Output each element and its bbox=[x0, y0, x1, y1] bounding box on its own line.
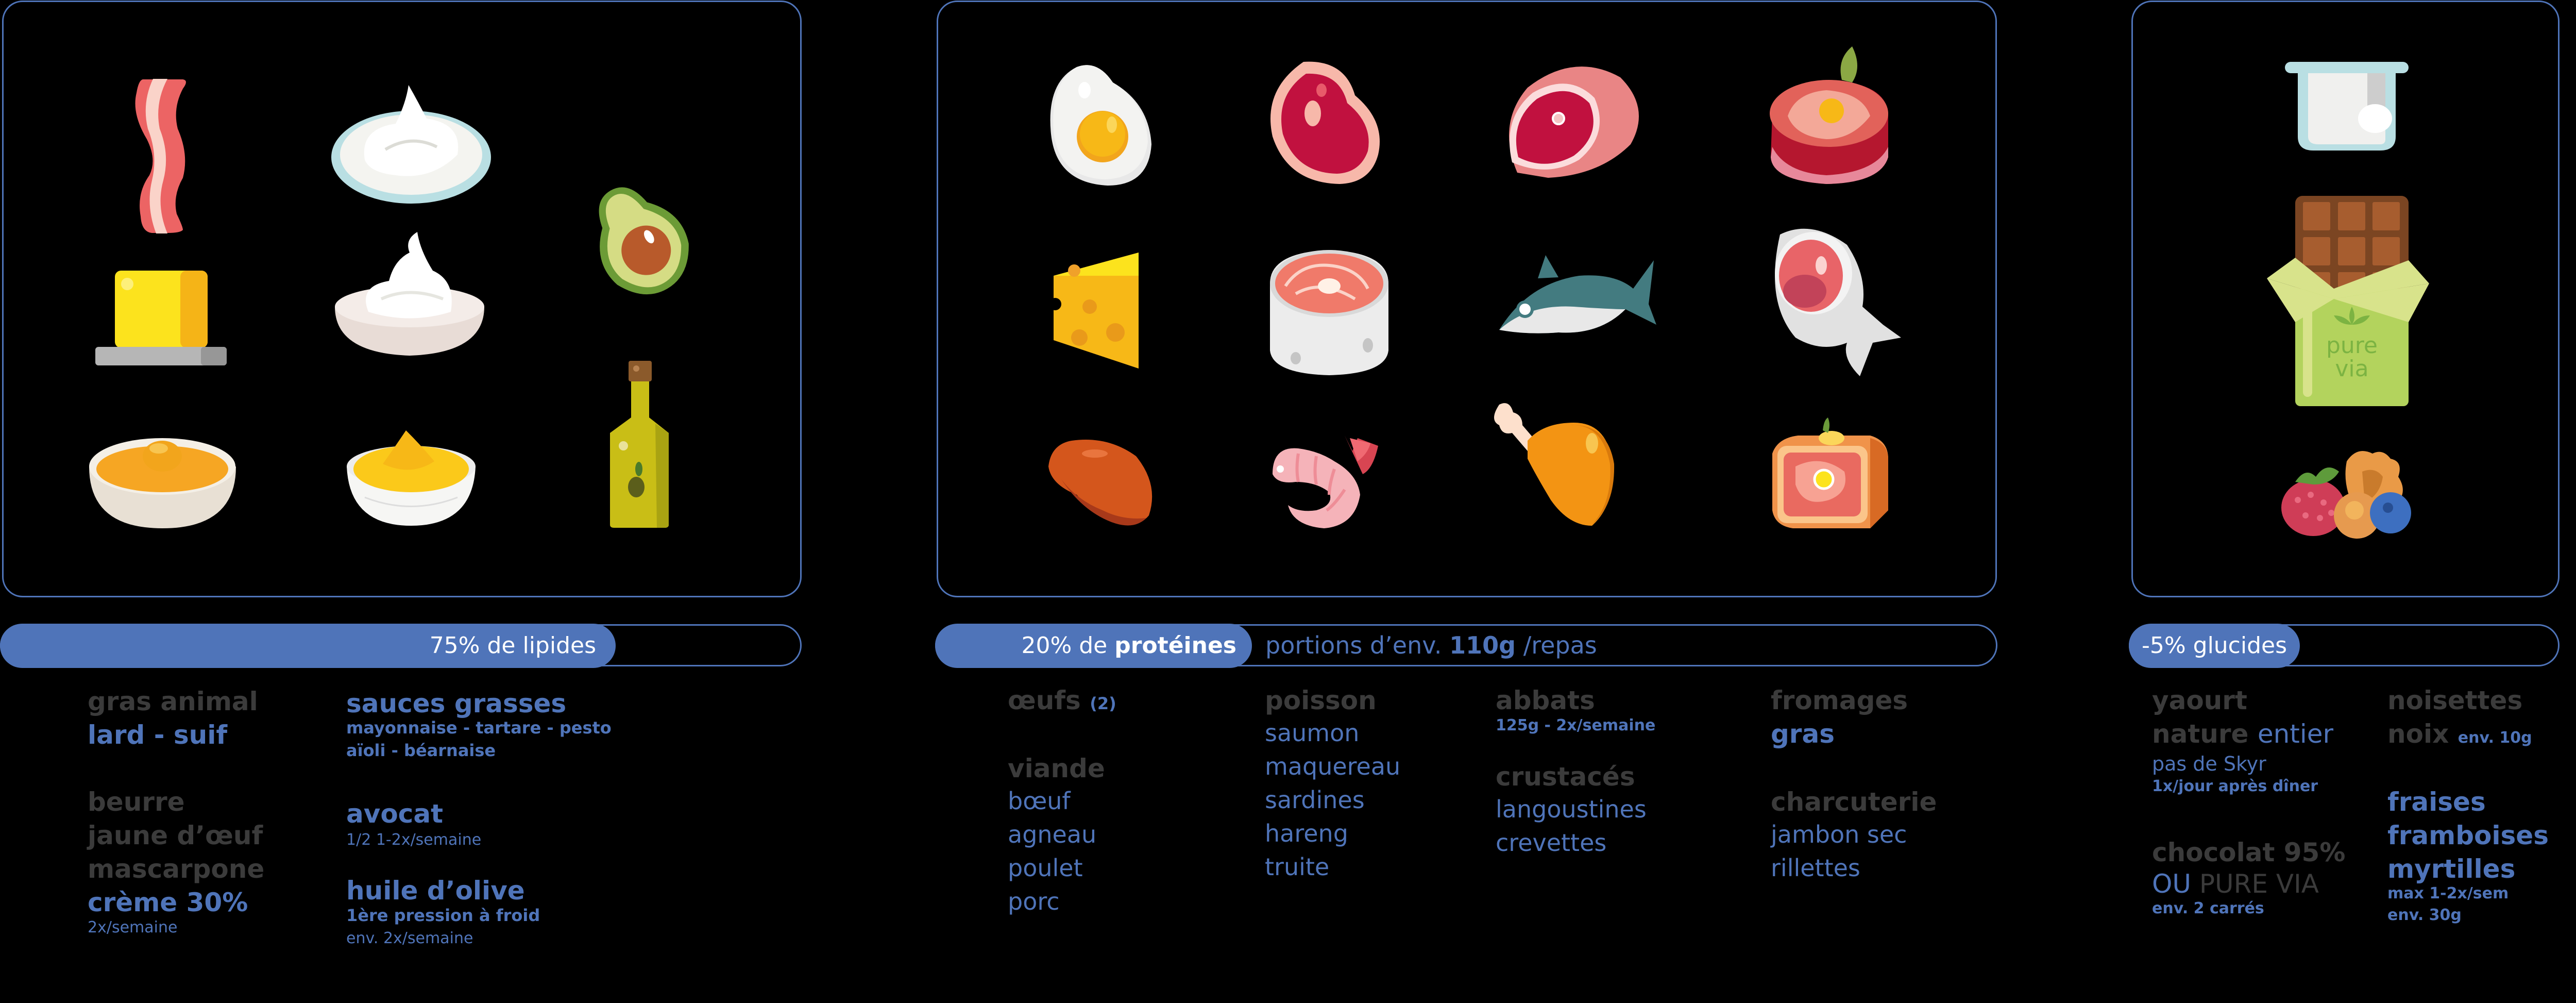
lipides-percent: 75% bbox=[429, 632, 480, 659]
huile-note-2: env. 2x/semaine bbox=[346, 929, 473, 947]
chocolate-bar-icon: pure via bbox=[2267, 196, 2429, 406]
crustaces-heading: crustacés bbox=[1496, 762, 1635, 792]
mascarpone-item: mascarpone bbox=[88, 854, 265, 884]
noix-line: noix env. 10g bbox=[2387, 719, 2532, 749]
berries-nuts-icon bbox=[2281, 451, 2411, 539]
saumon-item: saumon bbox=[1265, 719, 1360, 747]
avocado-icon bbox=[599, 187, 689, 295]
creme-frequency-note: 2x/semaine bbox=[88, 918, 178, 937]
creme-item: crème 30% bbox=[88, 888, 248, 917]
bacon-icon bbox=[135, 79, 186, 233]
proteines-label: protéines bbox=[1114, 632, 1236, 659]
avocat-heading: avocat bbox=[346, 799, 443, 829]
maquereau-item: maquereau bbox=[1265, 753, 1401, 780]
liver-icon bbox=[1048, 440, 1153, 526]
charcuterie-heading: charcuterie bbox=[1771, 787, 1937, 817]
mustard-bowl-icon bbox=[89, 438, 236, 528]
salmon-steak-icon bbox=[1270, 250, 1388, 375]
poisson-heading: poisson bbox=[1265, 686, 1377, 715]
hareng-item: hareng bbox=[1265, 820, 1348, 847]
huile-olive-heading: huile d’olive bbox=[346, 876, 525, 906]
fraises-item: fraises bbox=[2387, 787, 2486, 817]
lipides-food-panel bbox=[2, 1, 802, 597]
rillettes-item: rillettes bbox=[1771, 854, 1860, 882]
avocat-note: 1/2 1-2x/semaine bbox=[346, 831, 482, 849]
crevettes-item: crevettes bbox=[1496, 829, 1607, 857]
oeufs-quantity-note: (2) bbox=[1090, 694, 1116, 713]
lipides-label: lipides bbox=[522, 632, 596, 659]
sardines-item: sardines bbox=[1265, 786, 1365, 814]
sauces-list-2: aïoli - béarnaise bbox=[346, 741, 496, 760]
pure-via-wrapper-text-1: pure bbox=[2326, 332, 2378, 359]
sauces-grasses-heading: sauces grasses bbox=[346, 689, 567, 718]
cheese-icon bbox=[1051, 253, 1139, 369]
yaourt-frequency-note: 1x/jour après dîner bbox=[2152, 777, 2318, 795]
oeufs-heading: œufs (2) bbox=[1008, 686, 1116, 715]
poulet-item: poulet bbox=[1008, 854, 1083, 882]
yaourt-type: nature entier bbox=[2152, 719, 2334, 749]
pate-en-croute-icon bbox=[1772, 417, 1888, 528]
beurre-item: beurre bbox=[88, 787, 185, 817]
tartare-icon bbox=[1770, 46, 1888, 184]
boeuf-item: bœuf bbox=[1008, 787, 1071, 815]
portion-size-note: portions d’env. 110g /repas bbox=[1265, 631, 1597, 659]
abbats-heading: abbats bbox=[1496, 686, 1595, 715]
berries-frequency-note: max 1-2x/sem bbox=[2387, 884, 2509, 902]
whipped-cream-bowl-icon bbox=[335, 232, 484, 356]
noisettes-heading: noisettes bbox=[2387, 686, 2523, 715]
sour-cream-bowl-icon bbox=[331, 85, 491, 204]
sauces-list-1: mayonnaise - tartare - pesto bbox=[346, 718, 612, 738]
skyr-note: pas de Skyr bbox=[2152, 753, 2266, 775]
glucides-food-panel bbox=[2131, 1, 2560, 597]
proteines-progress-fill: 20% de protéines bbox=[935, 624, 1252, 668]
berries-quantity-note: env. 30g bbox=[2387, 906, 2462, 924]
langoustines-item: langoustines bbox=[1496, 795, 1647, 823]
gras-animal-heading: gras animal bbox=[88, 687, 258, 716]
butter-icon bbox=[95, 271, 227, 365]
pure-via-line: OU PURE VIA bbox=[2152, 869, 2319, 899]
viande-heading: viande bbox=[1008, 754, 1105, 783]
pure-via-wrapper-text-2: via bbox=[2335, 356, 2368, 382]
agneau-item: agneau bbox=[1008, 821, 1097, 848]
fromages-heading: fromages bbox=[1771, 686, 1908, 715]
ham-icon bbox=[1509, 66, 1639, 178]
lipides-progress-bar: 75% de lipides bbox=[0, 624, 802, 668]
proteines-percent: 20% bbox=[1021, 632, 1072, 659]
myrtilles-item: myrtilles bbox=[2387, 854, 2516, 884]
noix-quantity-note: env. 10g bbox=[2458, 729, 2532, 747]
yogurt-cup-icon bbox=[2285, 62, 2409, 151]
glucides-label: -5% glucides bbox=[2141, 632, 2287, 659]
pure-via-brand: PURE VIA bbox=[2199, 869, 2319, 899]
glucides-progress-fill: -5% glucides bbox=[2129, 624, 2300, 668]
shrimp-icon bbox=[1273, 436, 1378, 528]
fish-icon bbox=[1499, 255, 1656, 333]
olive-oil-bottle-icon bbox=[610, 361, 669, 528]
portion-size-value: 110g bbox=[1449, 631, 1516, 659]
truite-item: truite bbox=[1265, 853, 1330, 881]
fried-egg-icon bbox=[1050, 65, 1151, 186]
framboises-item: framboises bbox=[2387, 821, 2549, 850]
chocolat-note: env. 2 carrés bbox=[2152, 899, 2264, 917]
yaourt-entier: entier bbox=[2257, 719, 2334, 749]
lipides-progress-fill: 75% de lipides bbox=[0, 624, 616, 668]
chocolat-heading: chocolat 95% bbox=[2152, 838, 2346, 867]
proteines-food-panel bbox=[937, 1, 1997, 597]
jambon-sec-item: jambon sec bbox=[1771, 821, 1907, 848]
abbats-note: 125g - 2x/semaine bbox=[1496, 716, 1656, 734]
mayonnaise-bowl-icon bbox=[347, 430, 476, 526]
jaune-oeuf-item: jaune d’œuf bbox=[88, 821, 263, 850]
ham-leg-icon bbox=[1775, 228, 1901, 376]
porc-item: porc bbox=[1008, 888, 1060, 915]
proteines-progress-bar: 20% de protéines portions d’env. 110g /r… bbox=[935, 624, 1997, 668]
huile-note-1: 1ère pression à froid bbox=[346, 906, 540, 925]
glucides-progress-bar: -5% glucides bbox=[2129, 624, 2560, 668]
chicken-leg-icon bbox=[1494, 403, 1615, 526]
fromages-gras-item: gras bbox=[1771, 719, 1835, 749]
yaourt-heading: yaourt bbox=[2152, 686, 2247, 715]
steak-icon bbox=[1270, 61, 1380, 185]
lard-suif-item: lard - suif bbox=[88, 720, 228, 750]
